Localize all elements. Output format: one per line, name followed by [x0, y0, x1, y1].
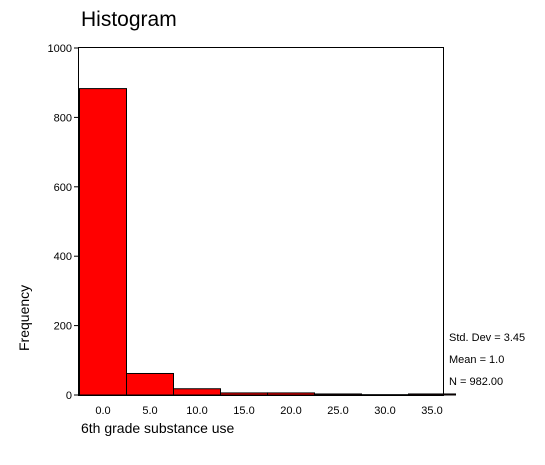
histogram-bar: [220, 392, 268, 396]
x-tick-label: 10.0: [186, 405, 207, 417]
x-tick-label: 30.0: [374, 405, 395, 417]
histogram-bar: [314, 393, 362, 396]
y-tick-label: 800: [54, 112, 72, 124]
y-tick-label: 400: [54, 251, 72, 263]
x-tick-label: 0.0: [95, 405, 110, 417]
histogram-bar: [267, 392, 315, 396]
x-tick-label: 15.0: [233, 405, 254, 417]
stats-line: Mean = 1.0: [449, 354, 504, 366]
histogram-bar: [79, 88, 127, 396]
histogram-bar: [173, 388, 221, 396]
y-axis-label: Frequency: [16, 285, 32, 351]
x-tick-label: 5.0: [142, 405, 157, 417]
y-tick-label: 600: [54, 182, 72, 194]
x-axis-label: 6th grade substance use: [81, 420, 235, 436]
chart-title: Histogram: [81, 8, 177, 31]
stats-line: N = 982.00: [449, 376, 503, 388]
histogram-bar: [126, 372, 174, 396]
histogram-bar: [408, 393, 456, 396]
y-tick-label: 1000: [48, 43, 72, 55]
x-tick-label: 35.0: [421, 405, 442, 417]
x-tick-label: 20.0: [280, 405, 301, 417]
stats-line: Std. Dev = 3.45: [449, 332, 525, 344]
y-tick-label: 0: [66, 390, 72, 402]
x-tick-label: 25.0: [327, 405, 348, 417]
plot-frame: [78, 47, 444, 396]
y-tick-label: 200: [54, 321, 72, 333]
